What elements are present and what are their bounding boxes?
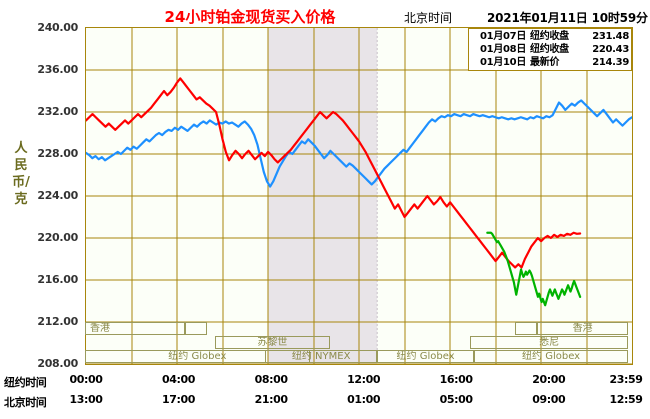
y-axis-tick: 208.00	[37, 357, 78, 370]
price-series-line	[486, 231, 582, 307]
y-axis-tick: 212.00	[37, 315, 78, 328]
legend-date: 01月07日	[480, 31, 527, 42]
x-axis-tick: 21:00	[254, 393, 288, 406]
beijing-time-label: 北京时间	[404, 11, 453, 25]
legend: 01月07日 纽约收盘 231.48 01月08日 纽约收盘 220.43 01…	[468, 28, 632, 71]
session-bar-label: 纽约 Globex	[522, 351, 581, 362]
legend-series-name: 纽约收盘	[530, 31, 569, 42]
legend-value: 231.48	[592, 31, 629, 42]
session-bar: 香港	[85, 322, 185, 335]
x-axis-tick: 17:00	[162, 393, 196, 406]
y-axis-tick: 216.00	[37, 273, 78, 286]
session-bar-label	[186, 323, 190, 334]
legend-value: 220.43	[592, 44, 629, 55]
y-axis-title: 人民币/克	[12, 141, 30, 207]
x-axis-tick: 09:00	[532, 393, 566, 406]
y-axis-tick: 224.00	[37, 189, 78, 202]
session-row: 香港 香港	[85, 322, 633, 335]
x-axis-tick: 13:00	[69, 393, 103, 406]
x-axis-tick: 23:59	[609, 373, 643, 386]
legend-date: 01月10日	[480, 57, 527, 68]
x-axis-tick: 04:00	[162, 373, 196, 386]
session-bar: 纽约 NYMEX	[265, 350, 378, 363]
y-axis-tick: 220.00	[37, 231, 78, 244]
x-axis-tick: 01:00	[347, 393, 381, 406]
session-bar-label: 香港	[572, 323, 593, 334]
legend-value: 214.39	[592, 57, 629, 68]
price-series-line	[86, 99, 632, 188]
session-bar: 香港	[537, 322, 629, 335]
legend-item: 01月10日 最新价 214.39	[471, 56, 629, 69]
x-axis-tick: 20:00	[532, 373, 566, 386]
beijing-time-value: 2021年01月11日 10时59分	[487, 11, 648, 25]
session-bar: 纽约 Globex	[474, 350, 629, 363]
y-axis-tick: 240.00	[37, 21, 78, 34]
x-axis-tick: 05:00	[439, 393, 473, 406]
legend-item: 01月07日 纽约收盘 231.48	[471, 30, 629, 43]
x-axis-tick: 12:00	[347, 373, 381, 386]
session-bar: 悉尼	[470, 336, 629, 349]
session-bar-label: 香港	[90, 323, 110, 334]
session-bar-label: 纽约 Globex	[168, 351, 227, 362]
y-axis-tick: 232.00	[37, 105, 78, 118]
legend-swatch-green	[471, 62, 479, 64]
session-bar-label: 悉尼	[539, 337, 560, 348]
price-series-line	[86, 77, 582, 269]
x-axis-tick: 16:00	[439, 373, 473, 386]
legend-swatch-red	[471, 49, 479, 51]
x-axis-tick: 00:00	[69, 373, 103, 386]
session-row: 纽约 Globex 纽约 NYMEX 纽约 Globex 纽约 Globex	[85, 350, 633, 363]
x-axis-tick: 12:59	[609, 393, 643, 406]
y-axis-tick: 228.00	[37, 147, 78, 160]
session-bar-label: 纽约 Globex	[396, 351, 455, 362]
legend-series-name: 最新价	[530, 57, 560, 68]
session-bar: 纽约 Globex	[377, 350, 475, 363]
session-bar-label: 纽约 NYMEX	[291, 351, 351, 362]
session-row: 苏黎世 悉尼	[85, 336, 633, 349]
session-bar: 苏黎世	[214, 336, 330, 349]
legend-date: 01月08日	[480, 44, 527, 55]
bj-time-row-label: 北京时间	[4, 396, 47, 409]
session-bar	[184, 322, 208, 335]
price-line-chart	[86, 28, 632, 364]
x-axis-tick: 08:00	[254, 373, 288, 386]
session-bar-label: 苏黎世	[257, 337, 288, 348]
session-bar	[515, 322, 538, 335]
ny-time-row-label: 纽约时间	[4, 376, 47, 389]
y-axis-tick: 236.00	[37, 63, 78, 76]
legend-swatch-blue	[471, 36, 479, 38]
session-bar: 纽约 Globex	[85, 350, 310, 363]
plot-area	[85, 27, 633, 365]
legend-item: 01月08日 纽约收盘 220.43	[471, 43, 629, 56]
page-title: 24小时铂金现货买入价格	[164, 8, 336, 26]
legend-series-name: 纽约收盘	[530, 44, 569, 55]
